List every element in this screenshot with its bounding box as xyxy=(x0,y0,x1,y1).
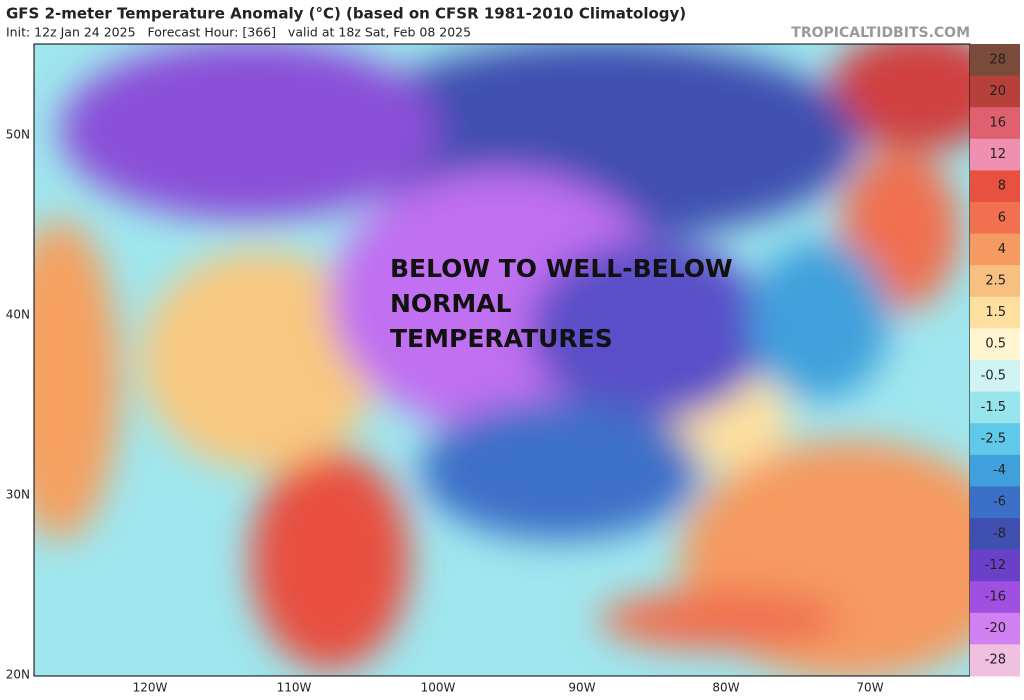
latitude-label: 50N xyxy=(6,128,30,142)
colorbar-label: -1.5 xyxy=(981,400,1006,415)
colorbar-bin xyxy=(970,360,1020,393)
colorbar-bin xyxy=(970,75,1020,108)
colorbar-label: -2.5 xyxy=(981,432,1006,447)
longitude-label: 100W xyxy=(421,681,456,695)
colorbar-label: 0.5 xyxy=(985,337,1006,352)
colorbar-label: -0.5 xyxy=(981,368,1006,383)
latitude-label: 40N xyxy=(6,308,30,322)
colorbar-bin xyxy=(970,328,1020,361)
colorbar-bin xyxy=(970,44,1020,77)
colorbar-label: -12 xyxy=(985,558,1006,573)
colorbar-bin xyxy=(970,644,1020,677)
colorbar-label: 20 xyxy=(989,84,1006,99)
colorbar-bin xyxy=(970,454,1020,487)
colorbar-label: -4 xyxy=(993,463,1006,478)
annotation: NORMAL xyxy=(390,289,512,318)
colorbar-bin xyxy=(970,581,1020,614)
longitude-label: 80W xyxy=(712,681,739,695)
colorbar-label: -28 xyxy=(985,653,1006,668)
colorbar-label: 1.5 xyxy=(985,305,1006,320)
colorbar-bin xyxy=(970,612,1020,645)
longitude-label: 110W xyxy=(277,681,312,695)
colorbar-bin xyxy=(970,391,1020,424)
longitude-label: 70W xyxy=(856,681,883,695)
colorbar-bin xyxy=(970,233,1020,266)
colorbar-label: 16 xyxy=(989,116,1006,131)
colorbar-label: 2.5 xyxy=(985,274,1006,289)
colorbar-bin xyxy=(970,265,1020,298)
colorbar-label: -16 xyxy=(985,590,1006,605)
colorbar-bin xyxy=(970,202,1020,235)
colorbar-label: 8 xyxy=(998,179,1006,194)
colorbar-bin xyxy=(970,518,1020,551)
colorbar-label: 4 xyxy=(998,242,1006,257)
colorbar-label: -8 xyxy=(993,526,1006,541)
longitude-label: 90W xyxy=(568,681,595,695)
latitude-label: 20N xyxy=(6,668,30,682)
colorbar-label: 12 xyxy=(989,147,1006,162)
colorbar-label: -6 xyxy=(993,495,1006,510)
longitude-label: 120W xyxy=(133,681,168,695)
subtitle: Init: 12z Jan 24 2025 Forecast Hour: [36… xyxy=(6,25,471,40)
colorbar-bin xyxy=(970,138,1020,171)
colorbar-label: -20 xyxy=(985,621,1006,636)
colorbar-bin xyxy=(970,423,1020,456)
colorbar-bin xyxy=(970,486,1020,519)
colorbar-bin xyxy=(970,107,1020,140)
colorbar-bin xyxy=(970,296,1020,329)
annotation: TEMPERATURES xyxy=(390,324,613,353)
colorbar-bin xyxy=(970,549,1020,582)
annotation: BELOW TO WELL-BELOW xyxy=(390,254,733,283)
latitude-label: 30N xyxy=(6,488,30,502)
title: GFS 2-meter Temperature Anomaly (°C) (ba… xyxy=(6,5,686,23)
colorbar-label: 6 xyxy=(998,210,1006,225)
watermark: TROPICALTIDBITS.COM xyxy=(791,25,970,41)
anomaly-field xyxy=(34,44,970,676)
colorbar-label: 28 xyxy=(989,52,1006,67)
colorbar-bin xyxy=(970,170,1020,203)
